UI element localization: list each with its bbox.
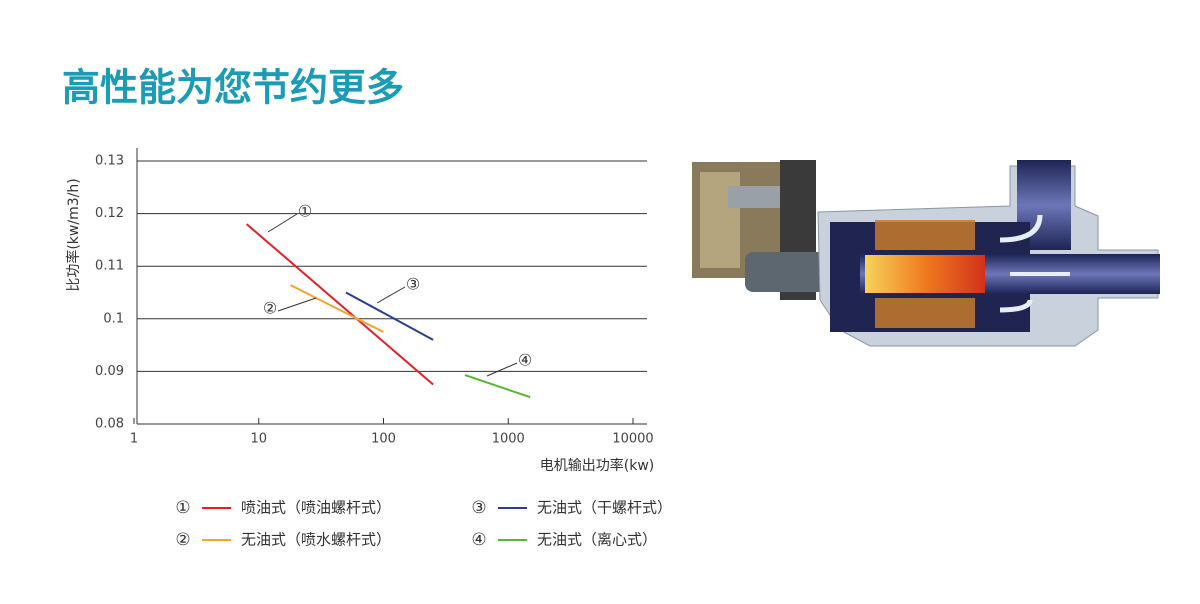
legend-marker: ① bbox=[175, 498, 190, 518]
x-tick-label: 100 bbox=[371, 432, 396, 447]
legend-label: 无油式（喷水螺杆式） bbox=[241, 531, 391, 549]
legend-marker: ② bbox=[175, 530, 190, 550]
compressor-illustration bbox=[692, 160, 1160, 347]
series-line bbox=[345, 291, 434, 341]
legend-marker: ④ bbox=[471, 530, 486, 550]
annotation-label: ① bbox=[298, 202, 312, 221]
y-tick-label: 0.1 bbox=[103, 311, 124, 326]
legend-label: 喷油式（喷油螺杆式） bbox=[241, 499, 391, 517]
annotation-leader bbox=[277, 297, 317, 312]
legend-label: 无油式（离心式） bbox=[537, 531, 657, 549]
legend-label: 无油式（干螺杆式） bbox=[537, 499, 672, 517]
y-tick-label: 0.09 bbox=[95, 364, 124, 379]
annotation-leader bbox=[376, 286, 406, 304]
page-title: 高性能为您节约更多 bbox=[62, 66, 404, 110]
series-line bbox=[464, 374, 531, 399]
annotation-leader bbox=[486, 362, 518, 377]
annotation-label: ④ bbox=[518, 351, 532, 370]
annotation-label: ② bbox=[263, 299, 277, 318]
series-line bbox=[246, 223, 434, 386]
annotation-leader bbox=[267, 213, 298, 233]
annotation-label: ③ bbox=[406, 275, 420, 294]
legend-marker: ③ bbox=[471, 498, 486, 518]
x-tick-label: 10000 bbox=[612, 432, 653, 447]
series-line bbox=[290, 284, 384, 333]
x-tick-label: 10 bbox=[250, 432, 267, 447]
x-axis-label: 电机输出功率(kw) bbox=[540, 457, 654, 474]
y-tick-label: 0.12 bbox=[95, 206, 124, 221]
y-tick-label: 0.13 bbox=[95, 154, 124, 169]
y-tick-label: 0.11 bbox=[95, 259, 124, 274]
y-tick-label: 0.08 bbox=[95, 417, 124, 432]
x-tick-label: 1 bbox=[130, 432, 138, 447]
y-axis-label: 比功率(kw/m3/h) bbox=[65, 178, 82, 291]
x-tick-label: 1000 bbox=[492, 432, 525, 447]
